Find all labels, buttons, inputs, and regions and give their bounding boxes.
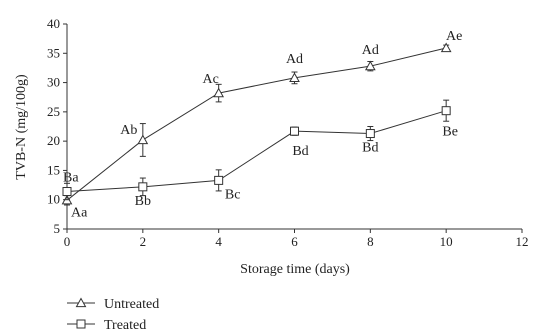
x-tick-label: 2 <box>140 234 147 249</box>
axes: 5 10 15 20 25 30 35 40 0 2 4 6 8 10 12 <box>47 16 529 249</box>
x-tick-label: 4 <box>215 234 222 249</box>
point-label: Bc <box>225 187 241 202</box>
legend-item-untreated: Untreated <box>67 297 159 312</box>
x-tick-label: 8 <box>367 234 374 249</box>
point-label: Be <box>442 125 458 140</box>
y-tick-label: 15 <box>47 162 60 177</box>
data-point <box>441 106 451 116</box>
x-tick-label: 10 <box>440 234 453 249</box>
point-label: Ab <box>120 123 137 138</box>
x-tick-label: 0 <box>64 234 71 249</box>
series-line <box>66 47 447 201</box>
data-point <box>138 182 148 192</box>
y-tick-label: 25 <box>47 104 60 119</box>
series-layer <box>61 42 452 206</box>
point-label: Bd <box>292 144 308 159</box>
y-tick-label: 30 <box>47 75 60 90</box>
x-tick-label: 12 <box>516 234 529 249</box>
point-label: Ba <box>63 171 79 186</box>
data-point <box>137 134 149 145</box>
legend-item-treated: Treated <box>67 318 146 333</box>
legend-marker <box>75 297 87 308</box>
y-axis-label: TVB-N (mg/100g) <box>14 74 29 180</box>
data-point <box>214 175 224 185</box>
legend-label: Treated <box>104 318 146 333</box>
point-label: Ad <box>362 43 379 58</box>
point-label: Ad <box>286 52 303 67</box>
legend: Untreated Treated <box>67 297 159 333</box>
y-tick-label: 5 <box>54 221 61 236</box>
y-tick-label: 35 <box>47 45 60 60</box>
series-line <box>66 110 447 193</box>
data-point <box>364 60 376 71</box>
legend-label: Untreated <box>104 297 159 312</box>
legend-marker <box>76 319 86 329</box>
point-labels: Aa Ab Ac Ad Ad Ae Ba Bb Bc Bd Bd Be <box>63 29 462 220</box>
point-label: Aa <box>71 205 88 220</box>
data-point <box>440 42 452 53</box>
data-point <box>289 72 300 82</box>
y-tick-label: 20 <box>47 133 60 148</box>
point-label: Bd <box>362 141 378 156</box>
data-point <box>365 129 375 139</box>
x-axis-label: Storage time (days) <box>240 262 350 277</box>
point-label: Bb <box>135 194 151 209</box>
y-tick-label: 40 <box>47 16 60 31</box>
data-point <box>62 187 72 197</box>
x-tick-label: 6 <box>291 234 298 249</box>
series-untreated <box>61 42 452 206</box>
series-treated <box>62 99 451 201</box>
data-point <box>290 126 299 136</box>
y-tick-label: 10 <box>47 192 60 207</box>
point-label: Ae <box>446 29 462 44</box>
point-label: Ac <box>203 72 219 87</box>
data-point <box>213 87 225 98</box>
